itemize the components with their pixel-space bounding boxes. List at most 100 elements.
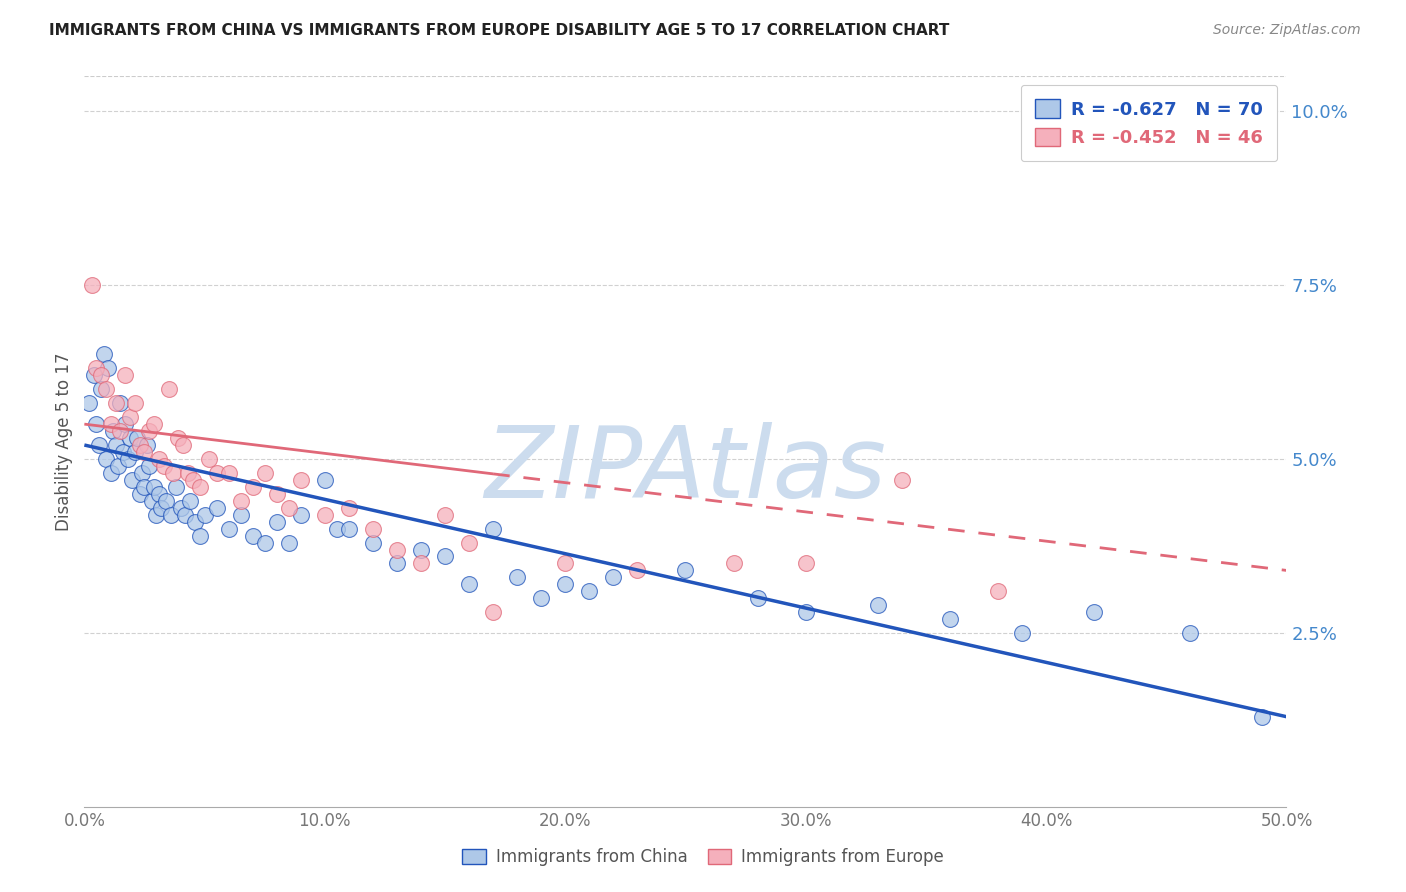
Point xyxy=(77,396,100,410)
Point xyxy=(121,473,143,487)
Point xyxy=(184,515,207,529)
Point xyxy=(242,528,264,542)
Point xyxy=(104,396,127,410)
Point xyxy=(87,438,110,452)
Point xyxy=(1180,626,1202,640)
Point xyxy=(458,535,481,549)
Point xyxy=(128,487,150,501)
Point xyxy=(83,368,105,383)
Point xyxy=(290,508,312,522)
Point xyxy=(1083,605,1105,619)
Point xyxy=(155,493,177,508)
Point xyxy=(124,445,146,459)
Point xyxy=(987,584,1010,599)
Point xyxy=(86,417,108,431)
Point xyxy=(128,438,150,452)
Point xyxy=(409,542,432,557)
Point xyxy=(506,570,529,584)
Point xyxy=(866,599,889,613)
Point xyxy=(385,542,408,557)
Point xyxy=(277,535,299,549)
Point xyxy=(104,438,127,452)
Point xyxy=(205,500,228,515)
Point xyxy=(110,396,132,410)
Point xyxy=(482,522,505,536)
Point xyxy=(169,500,191,515)
Point xyxy=(152,458,174,473)
Point xyxy=(90,368,112,383)
Point xyxy=(165,480,187,494)
Point xyxy=(1011,626,1033,640)
Point xyxy=(179,493,201,508)
Point xyxy=(794,557,817,571)
Point xyxy=(148,487,170,501)
Point xyxy=(131,466,153,480)
Point xyxy=(181,473,204,487)
Point xyxy=(458,577,481,591)
Point xyxy=(675,563,697,577)
Point xyxy=(160,508,183,522)
Point xyxy=(162,466,184,480)
Point xyxy=(253,535,276,549)
Point xyxy=(100,466,122,480)
Point xyxy=(93,347,115,361)
Point xyxy=(266,487,288,501)
Y-axis label: Disability Age 5 to 17: Disability Age 5 to 17 xyxy=(55,352,73,531)
Point xyxy=(554,577,576,591)
Point xyxy=(385,557,408,571)
Point xyxy=(134,480,156,494)
Point xyxy=(110,424,132,438)
Point xyxy=(100,417,122,431)
Text: Source: ZipAtlas.com: Source: ZipAtlas.com xyxy=(1213,23,1361,37)
Point xyxy=(138,458,160,473)
Point xyxy=(939,612,962,626)
Point xyxy=(135,438,157,452)
Point xyxy=(198,452,221,467)
Point xyxy=(117,452,139,467)
Point xyxy=(266,515,288,529)
Point xyxy=(434,508,457,522)
Point xyxy=(205,466,228,480)
Legend: R = -0.627   N = 70, R = -0.452   N = 46: R = -0.627 N = 70, R = -0.452 N = 46 xyxy=(1021,85,1278,161)
Point xyxy=(114,368,136,383)
Point xyxy=(337,500,360,515)
Point xyxy=(253,466,276,480)
Point xyxy=(114,417,136,431)
Point xyxy=(409,557,432,571)
Point xyxy=(482,605,505,619)
Legend: Immigrants from China, Immigrants from Europe: Immigrants from China, Immigrants from E… xyxy=(456,842,950,873)
Point xyxy=(148,452,170,467)
Point xyxy=(188,528,211,542)
Text: ZIPAtlas: ZIPAtlas xyxy=(485,422,886,519)
Point xyxy=(747,591,769,606)
Point xyxy=(157,382,180,396)
Point xyxy=(107,458,129,473)
Point xyxy=(194,508,217,522)
Point xyxy=(150,500,173,515)
Point xyxy=(94,452,117,467)
Point xyxy=(143,480,166,494)
Point xyxy=(218,522,240,536)
Point xyxy=(229,508,252,522)
Point xyxy=(86,361,108,376)
Point xyxy=(134,445,156,459)
Point xyxy=(361,535,384,549)
Point xyxy=(602,570,624,584)
Point xyxy=(143,417,166,431)
Point xyxy=(174,508,197,522)
Point xyxy=(124,396,146,410)
Point xyxy=(118,431,141,445)
Point xyxy=(145,508,167,522)
Point xyxy=(1251,709,1274,723)
Point xyxy=(103,424,125,438)
Point xyxy=(242,480,264,494)
Point xyxy=(80,277,103,292)
Point xyxy=(578,584,600,599)
Point xyxy=(177,466,200,480)
Point xyxy=(141,493,163,508)
Point xyxy=(167,431,190,445)
Point xyxy=(314,473,336,487)
Point xyxy=(361,522,384,536)
Point xyxy=(97,361,120,376)
Text: IMMIGRANTS FROM CHINA VS IMMIGRANTS FROM EUROPE DISABILITY AGE 5 TO 17 CORRELATI: IMMIGRANTS FROM CHINA VS IMMIGRANTS FROM… xyxy=(49,23,949,38)
